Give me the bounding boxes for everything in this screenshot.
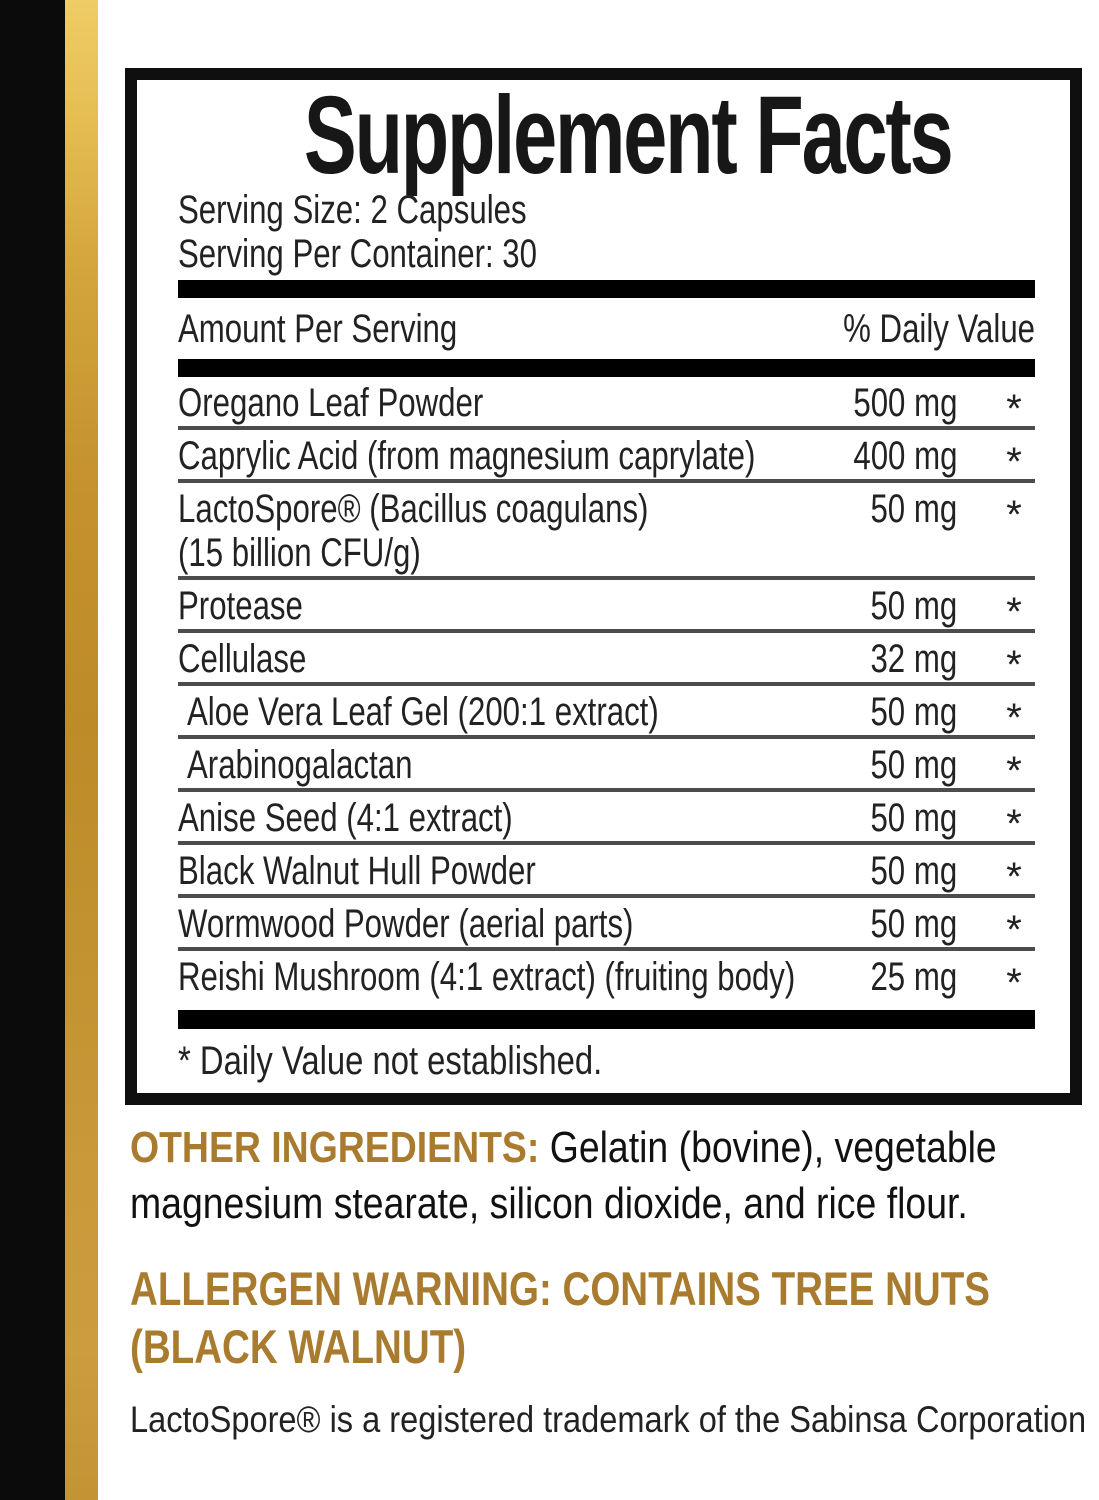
daily-value-footnote: * Daily Value not established. <box>178 1039 603 1083</box>
ingredient-name: Caprylic Acid (from magnesium caprylate) <box>178 434 756 478</box>
thick-divider-bar-top <box>178 280 1035 298</box>
other-ingredients-line2: magnesium stearate, silicon dioxide, and… <box>130 1179 968 1228</box>
allergen-warning-line1: ALLERGEN WARNING: CONTAINS TREE NUTS <box>130 1262 991 1315</box>
ingredient-amount: 50 mg <box>870 690 957 734</box>
ingredient-daily-value: * <box>1006 493 1022 537</box>
ingredient-daily-value: * <box>1006 643 1022 687</box>
ingredient-name: LactoSpore® (Bacillus coagulans) (15 bil… <box>178 487 649 575</box>
supplement-facts-panel: Supplement Facts Serving Size: 2 Capsule… <box>125 68 1082 1105</box>
table-row: Reishi Mushroom (4:1 extract) (fruiting … <box>178 951 1035 1005</box>
table-row: Oregano Leaf Powder 500 mg * <box>178 377 1035 431</box>
ingredient-daily-value: * <box>1006 749 1022 793</box>
amount-per-serving-label: Amount Per Serving <box>178 307 458 351</box>
ingredient-name: Aloe Vera Leaf Gel (200:1 extract) <box>187 690 659 734</box>
other-ingredients-line1-text: Gelatin (bovine), vegetable <box>539 1123 997 1172</box>
ingredient-name: Cellulase <box>178 637 307 681</box>
panel-title: Supplement Facts <box>178 74 1035 197</box>
other-ingredients-section: OTHER INGREDIENTS: Gelatin (bovine), veg… <box>130 1120 1095 1232</box>
trademark-note: LactoSpore® is a registered trademark of… <box>130 1399 1087 1440</box>
table-row: Cellulase 32 mg * <box>178 633 1035 687</box>
table-row: Arabinogalactan 50 mg * <box>178 739 1035 793</box>
ingredient-amount: 400 mg <box>852 434 957 478</box>
table-row: Caprylic Acid (from magnesium caprylate)… <box>178 430 1035 484</box>
other-ingredients-line1: OTHER INGREDIENTS: Gelatin (bovine), veg… <box>130 1120 1095 1176</box>
servings-per-container-text: Serving Per Container: 30 <box>178 232 538 276</box>
table-header-row: Amount Per Serving % Daily Value <box>178 298 1035 359</box>
ingredient-daily-value: * <box>1006 961 1022 1005</box>
ingredient-amount: 50 mg <box>870 743 957 787</box>
ingredient-amount: 500 mg <box>852 381 957 425</box>
thick-divider-bar-header <box>178 359 1035 377</box>
ingredient-name: Oregano Leaf Powder <box>178 381 484 425</box>
ingredient-daily-value: * <box>1006 908 1022 952</box>
table-row: Anise Seed (4:1 extract) 50 mg * <box>178 792 1035 846</box>
table-row: Black Walnut Hull Powder 50 mg * <box>178 845 1035 899</box>
ingredient-name: Reishi Mushroom (4:1 extract) (fruiting … <box>178 955 796 999</box>
ingredient-daily-value: * <box>1006 855 1022 899</box>
ingredient-amount: 50 mg <box>870 902 957 946</box>
table-row: Protease 50 mg * <box>178 580 1035 634</box>
ingredient-amount: 50 mg <box>870 487 957 531</box>
ingredient-daily-value: * <box>1006 696 1022 740</box>
table-row: Wormwood Powder (aerial parts) 50 mg * <box>178 898 1035 952</box>
allergen-warning-section: ALLERGEN WARNING: CONTAINS TREE NUTS (BL… <box>130 1260 1095 1376</box>
ingredient-amount: 50 mg <box>870 584 957 628</box>
ingredient-daily-value: * <box>1006 440 1022 484</box>
panel-title-text: Supplement Facts <box>303 74 954 197</box>
ingredient-name: Arabinogalactan <box>187 743 413 787</box>
ingredient-table: Oregano Leaf Powder 500 mg * Caprylic Ac… <box>178 377 1035 1005</box>
ingredient-daily-value: * <box>1006 802 1022 846</box>
left-gold-stripe <box>65 0 98 1500</box>
table-row: Aloe Vera Leaf Gel (200:1 extract) 50 mg… <box>178 686 1035 740</box>
thick-divider-bar-bottom <box>178 1010 1035 1029</box>
serving-size-text: Serving Size: 2 Capsules <box>178 188 527 232</box>
ingredient-daily-value: * <box>1006 387 1022 431</box>
ingredient-name: Anise Seed (4:1 extract) <box>178 796 513 840</box>
other-ingredients-label: OTHER INGREDIENTS: <box>130 1123 540 1172</box>
ingredient-name: Wormwood Powder (aerial parts) <box>178 902 634 946</box>
table-row: LactoSpore® (Bacillus coagulans) (15 bil… <box>178 483 1035 580</box>
ingredient-amount: 50 mg <box>870 796 957 840</box>
daily-value-label: % Daily Value <box>843 307 1035 351</box>
allergen-warning-line2: (BLACK WALNUT) <box>130 1320 467 1373</box>
ingredient-amount: 50 mg <box>870 849 957 893</box>
ingredient-name: Black Walnut Hull Powder <box>178 849 536 893</box>
ingredient-amount: 32 mg <box>870 637 957 681</box>
ingredient-daily-value: * <box>1006 590 1022 634</box>
ingredient-name: Protease <box>178 584 303 628</box>
ingredient-amount: 25 mg <box>870 955 957 999</box>
left-black-stripe <box>0 0 65 1500</box>
